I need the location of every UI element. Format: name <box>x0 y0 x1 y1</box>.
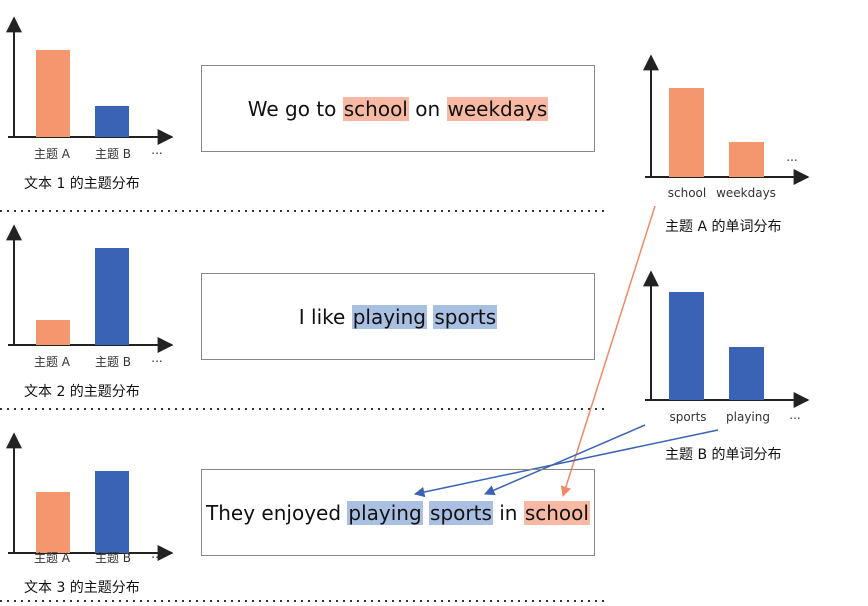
highlighted-word: playing <box>347 500 423 525</box>
bar <box>95 106 129 137</box>
bar <box>36 492 70 553</box>
text: in <box>492 500 524 525</box>
highlighted-word: sports <box>429 500 493 525</box>
text: on <box>408 96 447 121</box>
label: 主题 A <box>33 355 71 369</box>
label: sports <box>669 410 707 424</box>
caption: 文本 1 的主题分布 <box>24 176 140 192</box>
label: ... <box>151 143 163 157</box>
bar <box>669 88 704 177</box>
caption: 文本 3 的主题分布 <box>24 580 140 596</box>
caption: 主题 B 的单词分布 <box>665 447 782 463</box>
highlighted-word: school <box>523 500 590 525</box>
sentence-box: I like playing sports <box>201 273 595 360</box>
text: We go to <box>247 96 343 121</box>
highlighted-word: playing <box>351 304 427 329</box>
label: playing <box>726 410 770 424</box>
arrow <box>560 205 656 498</box>
arrow <box>413 429 719 498</box>
sentence-box: We go to school on weekdays <box>201 65 595 152</box>
arrow <box>484 424 646 496</box>
label: school <box>667 186 707 200</box>
label: ... <box>789 408 801 422</box>
bar <box>729 347 764 400</box>
caption: 文本 2 的主题分布 <box>24 384 140 400</box>
highlighted-word: school <box>342 96 409 121</box>
bars <box>36 50 764 553</box>
highlighted-word: sports <box>433 304 498 329</box>
highlighted-word: weekdays <box>446 96 549 121</box>
label: ... <box>151 547 163 561</box>
separators <box>0 210 605 602</box>
bar <box>36 320 70 345</box>
bar <box>36 50 70 137</box>
bar <box>95 248 129 345</box>
label: 主题 B <box>94 147 132 161</box>
bar <box>669 292 704 400</box>
label: 主题 A <box>33 551 71 565</box>
label: ... <box>786 150 798 164</box>
bar <box>729 142 764 177</box>
caption: 主题 A 的单词分布 <box>665 219 782 235</box>
text: I like <box>298 304 352 329</box>
label: 主题 B <box>94 551 132 565</box>
label: 主题 A <box>33 147 71 161</box>
sentence-box: They enjoyed playing sports in school <box>201 469 595 556</box>
label: ... <box>151 351 163 365</box>
label: weekdays <box>716 186 776 200</box>
bar <box>95 471 129 553</box>
text: They enjoyed <box>206 500 348 525</box>
label: 主题 B <box>94 355 132 369</box>
